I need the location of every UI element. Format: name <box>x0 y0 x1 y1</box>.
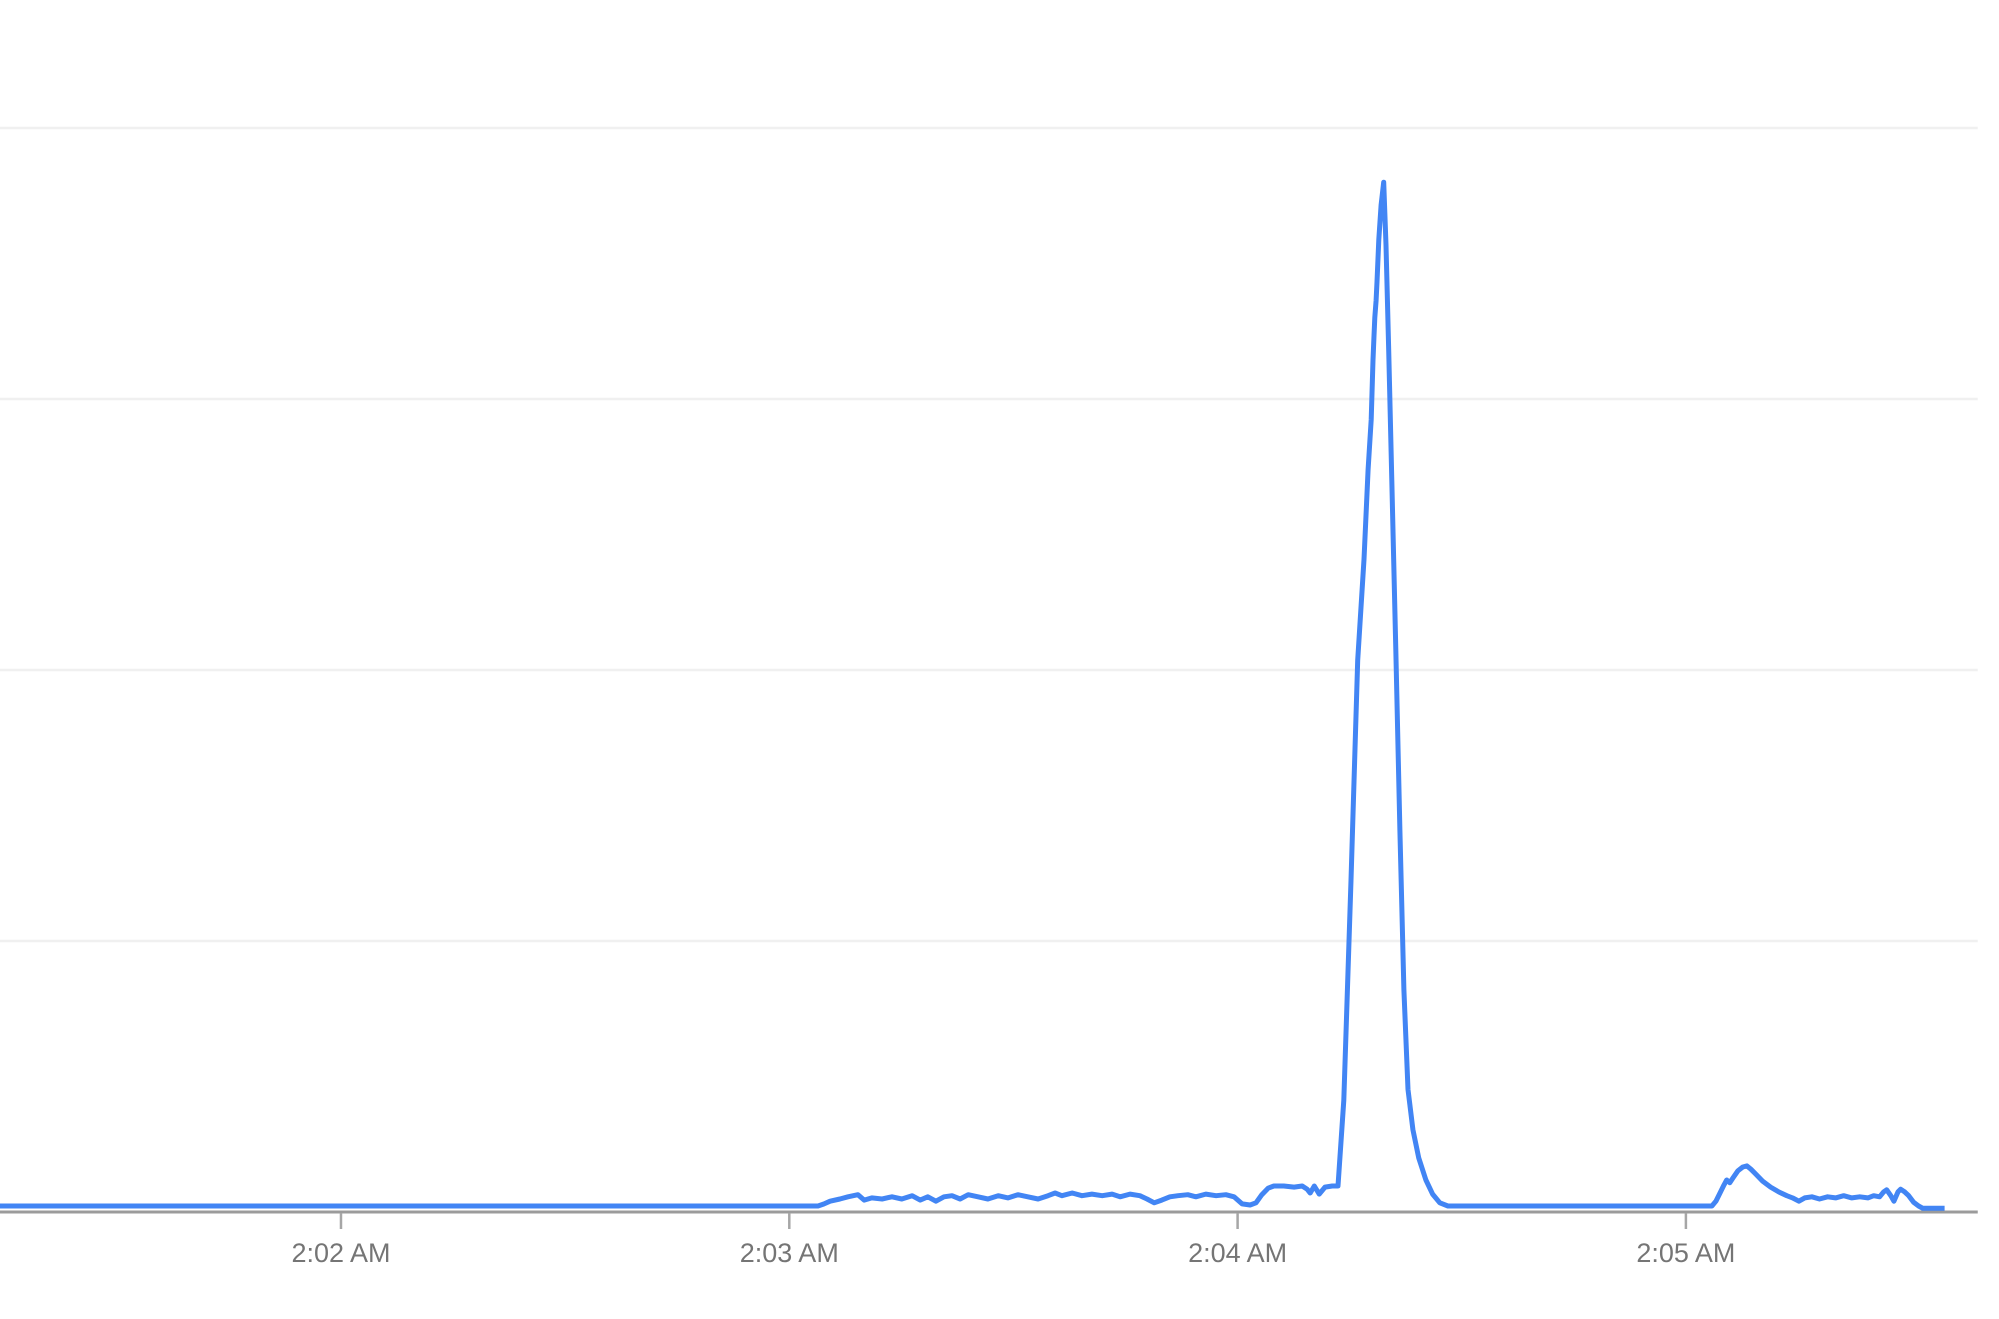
x-axis-tick-label: 2:04 AM <box>1188 1238 1287 1268</box>
x-axis-tick-label: 2:05 AM <box>1636 1238 1735 1268</box>
gridlines-group <box>0 126 1978 943</box>
chart-line-activity[interactable] <box>0 179 1945 1211</box>
x-axis-tick-label: 2:03 AM <box>740 1238 839 1268</box>
series-group <box>0 179 1945 1211</box>
x-axis-group: 2:02 AM 2:03 AM 2:04 AM 2:05 AM <box>0 1210 1978 1268</box>
x-axis-tick-label: 2:02 AM <box>291 1238 390 1268</box>
